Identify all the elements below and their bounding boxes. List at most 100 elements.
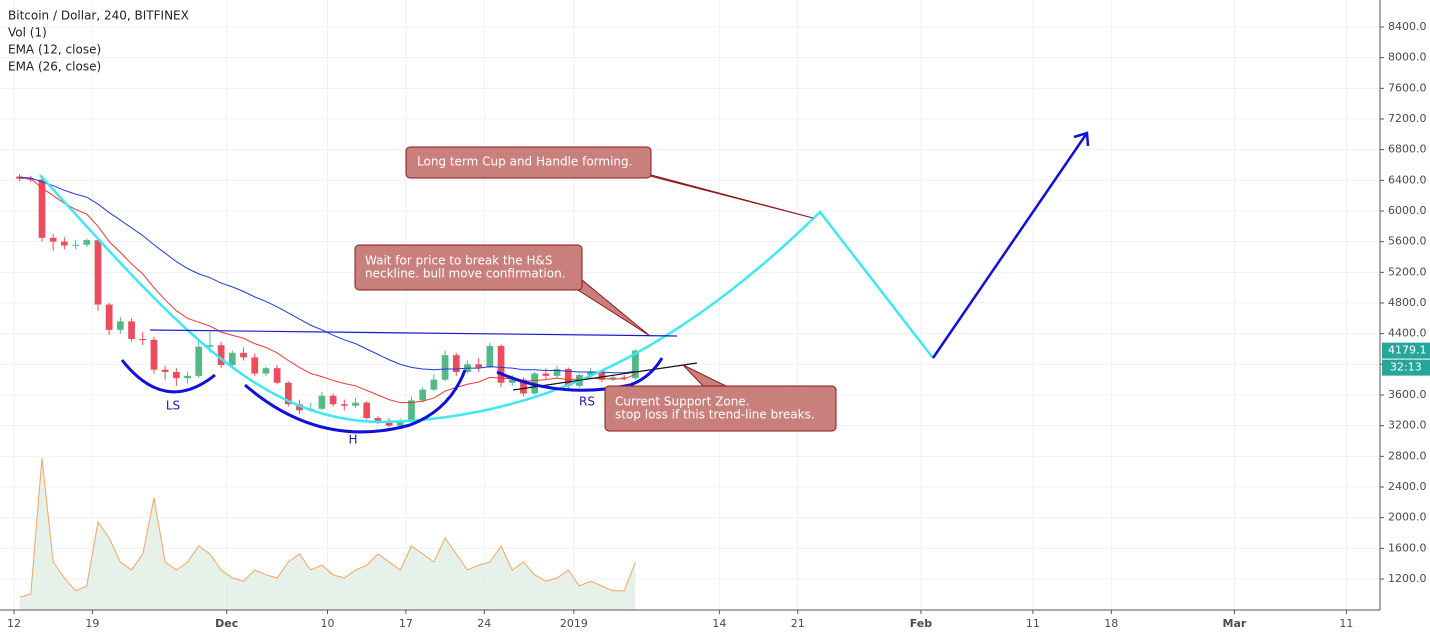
candle-body bbox=[408, 400, 415, 422]
candle-body bbox=[553, 368, 561, 376]
callout bbox=[604, 385, 837, 432]
callout-text: stop loss if this trend-line breaks. bbox=[615, 408, 815, 422]
price-axis-bg bbox=[1380, 0, 1430, 635]
x-tick-label: 2019 bbox=[560, 617, 588, 630]
candle-body bbox=[318, 395, 326, 409]
left-shoulder-arc bbox=[120, 359, 216, 394]
x-tick-label: 10 bbox=[321, 617, 335, 630]
candle-body bbox=[486, 345, 494, 368]
drawings: LS H RS Long term Cup and Handle forming… bbox=[39, 131, 1090, 447]
candle-body bbox=[385, 421, 393, 426]
callout-text: Wait for price to break the H&S bbox=[365, 254, 552, 268]
last-price-label: 4179.1 bbox=[1388, 344, 1427, 357]
candle-body bbox=[195, 346, 203, 376]
projection-line bbox=[931, 131, 1090, 359]
legend: Bitcoin / Dollar, 240, BITFINEX Vol (1) … bbox=[8, 9, 189, 74]
candle-body bbox=[217, 345, 225, 366]
y-tick-label: 2800.0 bbox=[1388, 449, 1427, 462]
cup-curve bbox=[39, 174, 934, 424]
candle-body bbox=[296, 404, 303, 411]
candle-body bbox=[172, 372, 180, 379]
callout-pointer bbox=[568, 279, 651, 337]
callout-text: neckline. bull move confirmation. bbox=[365, 267, 566, 281]
candle-body bbox=[352, 402, 359, 406]
y-tick-label: 1600.0 bbox=[1388, 541, 1427, 554]
x-tick-label: Dec bbox=[215, 617, 238, 630]
candle-body bbox=[632, 350, 639, 379]
candle-body bbox=[452, 355, 460, 373]
candle-body bbox=[228, 352, 236, 366]
candle-body bbox=[598, 372, 606, 380]
neckline bbox=[149, 329, 678, 337]
y-tick-label: 6800.0 bbox=[1388, 143, 1427, 156]
y-tick-label: 2000.0 bbox=[1388, 511, 1427, 524]
candle-body bbox=[83, 240, 91, 245]
y-tick-label: 7200.0 bbox=[1388, 112, 1427, 125]
candle-body bbox=[184, 375, 191, 379]
countdown-box bbox=[1382, 359, 1430, 376]
candle-body bbox=[520, 379, 527, 394]
y-tick-label: 3600.0 bbox=[1388, 388, 1427, 401]
x-tick-label: 11 bbox=[1339, 617, 1353, 630]
y-tick-label: 4400.0 bbox=[1388, 327, 1427, 340]
y-tick-label: 6400.0 bbox=[1388, 173, 1427, 186]
ema-line bbox=[19, 177, 636, 404]
candle-body bbox=[262, 368, 270, 374]
y-tick-label: 5200.0 bbox=[1388, 265, 1427, 278]
x-tick-label: Feb bbox=[910, 617, 933, 630]
volume-line bbox=[19, 457, 636, 598]
y-tick-label: 8400.0 bbox=[1388, 20, 1427, 33]
x-tick-label: 12 bbox=[7, 617, 21, 630]
callout-pointer bbox=[682, 364, 731, 389]
candle-body bbox=[620, 377, 628, 379]
symbol-title: Bitcoin / Dollar, 240, BITFINEX bbox=[8, 9, 189, 23]
y-tick-label: 6000.0 bbox=[1388, 204, 1427, 217]
candle-body bbox=[419, 389, 427, 401]
callout bbox=[354, 244, 583, 291]
volume-pane bbox=[19, 457, 636, 610]
candle-body bbox=[441, 355, 449, 380]
x-tick-label: 14 bbox=[712, 617, 726, 630]
x-tick-label: 17 bbox=[399, 617, 413, 630]
candle-body bbox=[72, 244, 79, 246]
y-tick-label: 1200.0 bbox=[1388, 572, 1427, 585]
y-tick-label: 8000.0 bbox=[1388, 51, 1427, 64]
y-tick-label: 7600.0 bbox=[1388, 81, 1427, 94]
indicator-label: EMA (26, close) bbox=[8, 60, 101, 74]
candle-body bbox=[564, 368, 572, 386]
head-arc bbox=[244, 369, 467, 434]
candle-body bbox=[508, 379, 516, 383]
candle-body bbox=[430, 379, 438, 390]
candle-body bbox=[587, 372, 594, 376]
candle-body bbox=[161, 369, 169, 373]
candle-body bbox=[251, 357, 259, 374]
candle-body bbox=[94, 240, 102, 305]
volume-area bbox=[19, 458, 636, 610]
pattern-label: RS bbox=[579, 395, 595, 409]
x-tick-label: 19 bbox=[85, 617, 99, 630]
candle-body bbox=[240, 352, 247, 358]
y-tick-label: 5600.0 bbox=[1388, 235, 1427, 248]
candle-body bbox=[273, 368, 281, 383]
candle-body bbox=[38, 179, 46, 238]
x-tick-label: 18 bbox=[1104, 617, 1118, 630]
callout bbox=[405, 146, 652, 179]
y-tick-label: 3200.0 bbox=[1388, 419, 1427, 432]
candle-body bbox=[61, 241, 68, 246]
x-tick-label: 11 bbox=[1026, 617, 1040, 630]
candle-body bbox=[139, 339, 147, 341]
indicator-label: EMA (12, close) bbox=[8, 43, 101, 57]
y-tick-label: 4800.0 bbox=[1388, 296, 1427, 309]
callout-text: Current Support Zone. bbox=[615, 395, 750, 409]
candle-body bbox=[363, 402, 371, 419]
candle-body bbox=[542, 373, 550, 376]
candle-body bbox=[374, 418, 382, 422]
countdown-label: 32:13 bbox=[1390, 361, 1422, 374]
time-axis-bg bbox=[0, 610, 1380, 635]
candle-body bbox=[117, 321, 124, 330]
indicator-label: Vol (1) bbox=[8, 26, 47, 40]
candle-body bbox=[475, 364, 483, 368]
candle-body bbox=[497, 345, 505, 383]
callout-text: Long term Cup and Handle forming. bbox=[417, 155, 632, 169]
